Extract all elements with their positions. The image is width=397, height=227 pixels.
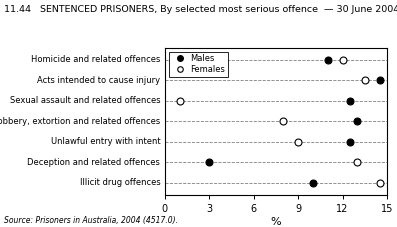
Text: Sexual assault and related offences: Sexual assault and related offences [10, 96, 160, 106]
Text: Source: Prisoners in Australia, 2004 (4517.0).: Source: Prisoners in Australia, 2004 (45… [4, 216, 178, 225]
Legend: Males, Females: Males, Females [169, 52, 228, 76]
Text: Unlawful entry with intent: Unlawful entry with intent [51, 137, 160, 146]
Text: Homicide and related offences: Homicide and related offences [31, 55, 160, 64]
Text: Illicit drug offences: Illicit drug offences [79, 178, 160, 188]
Text: Acts intended to cause injury: Acts intended to cause injury [37, 76, 160, 85]
Text: Robbery, extortion and related offences: Robbery, extortion and related offences [0, 117, 160, 126]
Text: Deception and related offences: Deception and related offences [27, 158, 160, 167]
Text: 11.44   SENTENCED PRISONERS, By selected most serious offence  — 30 June 2004: 11.44 SENTENCED PRISONERS, By selected m… [4, 5, 397, 14]
X-axis label: %: % [271, 217, 281, 227]
